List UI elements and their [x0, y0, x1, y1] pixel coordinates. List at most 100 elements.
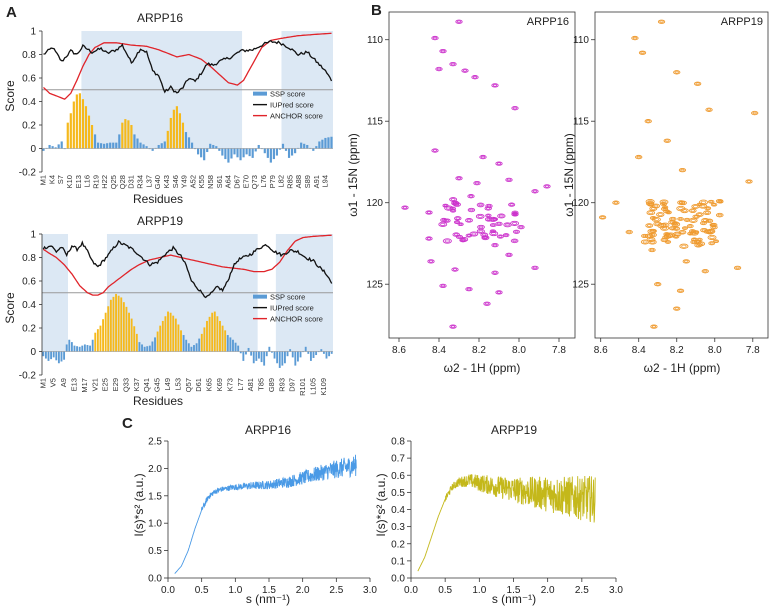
x-tick-label: 7.8 [746, 345, 760, 356]
ssp-bar [278, 351, 281, 368]
y-tick-label: 125 [572, 280, 589, 291]
nmr-peak-contour [707, 219, 712, 223]
ssp-bar [242, 351, 245, 361]
ssp-bar [44, 351, 47, 359]
nmr-peak [661, 206, 669, 212]
ssp-bar [109, 142, 112, 149]
nmr-peak-contour [466, 287, 472, 291]
nmr-peak-contour [649, 248, 655, 252]
residue-label: Q25 [109, 175, 118, 189]
nmr-peak-contour [512, 211, 518, 214]
ssp-bar [139, 142, 142, 149]
ssp-bar [227, 148, 230, 163]
nmr-peak [665, 210, 672, 215]
nmr-peak-contour [674, 71, 679, 74]
nmr-peak-contour [613, 201, 619, 204]
ssp-bar [216, 316, 219, 352]
nmr-peak-contour [514, 230, 519, 233]
ssp-bar [130, 318, 133, 352]
ssp-bar [141, 344, 143, 352]
ssp-bar [164, 316, 167, 352]
ssp-bar [167, 311, 169, 352]
chart-title: ARPP16 [245, 423, 291, 437]
ssp-bar [63, 351, 66, 360]
residue-label: A9 [59, 378, 68, 387]
nmr-peak [688, 217, 698, 223]
legend-label: SSP score [270, 90, 305, 99]
nmr-peak-contour [472, 75, 478, 79]
ssp-bar [321, 139, 324, 149]
nmr-peak [465, 286, 473, 292]
nmr-peak [707, 234, 717, 241]
x-tick-label: 0.0 [404, 585, 418, 596]
nmr-peak [489, 230, 499, 237]
residue-label: K69 [215, 378, 224, 391]
ssp-bar [303, 143, 306, 149]
nmr-peak [673, 306, 681, 311]
residue-label: S7 [56, 175, 65, 184]
y-axis-label: I(s)*s² (a.u.) [374, 473, 388, 536]
nmr-peak-contour [458, 223, 463, 226]
residue-label: Q57 [184, 378, 193, 392]
ssp-bar [268, 346, 271, 352]
nmr-peak [677, 216, 684, 221]
residue-label: R93 [277, 378, 286, 392]
ssp-bar [198, 338, 201, 352]
residue-label: L94 [321, 175, 330, 188]
chart-arpp16-kratky: 0.0 0.5 1.0 1.5 2.0 2.5 3.00.00.51.01.52.02.5 … [132, 423, 377, 606]
ssp-bar [177, 324, 180, 352]
residue-label: V21 [90, 378, 99, 391]
ssp-bar [250, 351, 253, 356]
residue-label: Q33 [121, 378, 130, 392]
nmr-peak [708, 199, 715, 204]
nmr-peak [745, 179, 753, 184]
nmr-peak-contour [486, 214, 491, 217]
ssp-bar [203, 327, 206, 352]
nmr-peak-contour [484, 302, 490, 305]
nmr-peak [511, 106, 519, 111]
nmr-peak-contour [692, 238, 697, 241]
ssp-bar [330, 136, 333, 149]
y-tick-label: 120 [572, 198, 589, 209]
nmr-peak [700, 221, 707, 226]
nmr-peak [442, 203, 449, 208]
nmr-peak [495, 161, 503, 166]
legend-label: ANCHOR score [270, 112, 323, 121]
nmr-peak [459, 237, 469, 242]
ssp-bar [276, 351, 279, 364]
nmr-peak [505, 177, 513, 183]
ssp-bar [289, 349, 292, 352]
nmr-peak-contour [492, 271, 498, 274]
ssp-bar [271, 351, 273, 353]
y-tick-label: 125 [366, 280, 383, 291]
ssp-bar [294, 351, 297, 366]
panel-label-b: B [371, 2, 382, 19]
ssp-bar [275, 148, 279, 156]
ssp-bar [283, 351, 286, 364]
ssp-bar [299, 351, 302, 358]
nmr-peak-contour [466, 219, 472, 222]
ssp-bar [190, 142, 194, 149]
nmr-peak-contour [706, 108, 712, 112]
nmr-peak [649, 228, 657, 234]
x-axis-label: Residues [133, 192, 183, 206]
ssp-bar [257, 144, 260, 149]
y-tick-label: 115 [367, 117, 383, 128]
nmr-peak [502, 233, 510, 238]
ssp-bar [284, 148, 288, 151]
nmr-peak-contour [648, 238, 654, 241]
nmr-peak [666, 232, 676, 238]
nmr-peak [469, 231, 479, 237]
ssp-bar [136, 138, 139, 149]
nmr-peak [467, 194, 475, 199]
x-tick-label: 8.4 [432, 345, 446, 356]
ssp-bar [234, 342, 237, 352]
y-axis-label: ω1 - 15N (ppm) [346, 133, 360, 216]
nmr-peak [483, 301, 491, 306]
ssp-bar [184, 132, 188, 149]
nmr-peak-contour [455, 221, 459, 224]
nmr-peak-contour [456, 20, 462, 23]
nmr-peak-contour [752, 111, 757, 115]
nmr-peak [688, 208, 697, 213]
ssp-bar [57, 351, 60, 364]
